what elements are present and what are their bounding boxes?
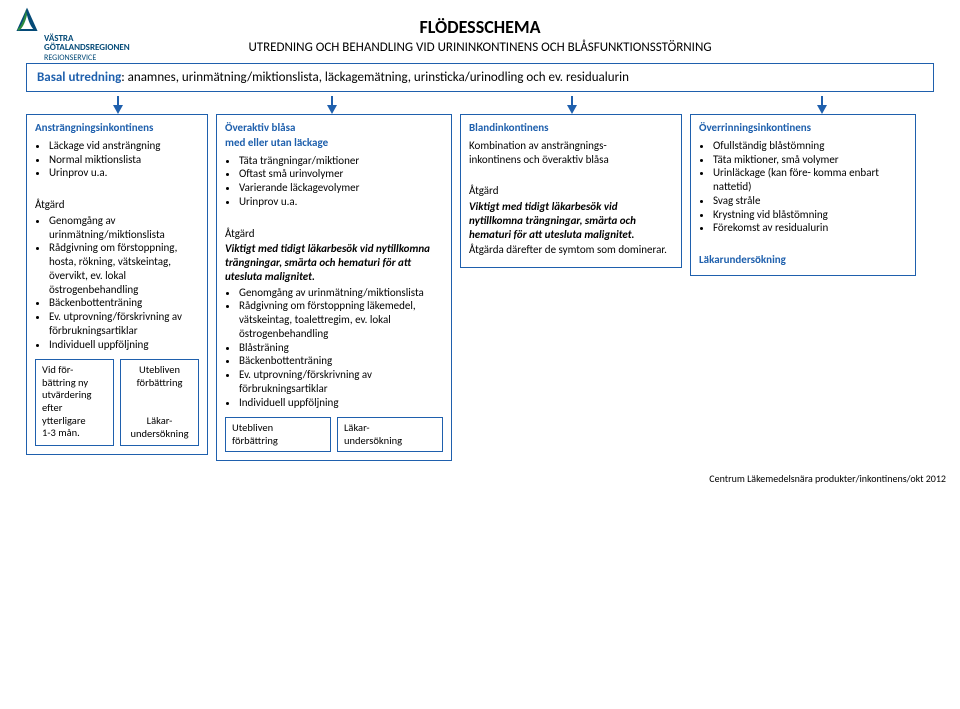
nested-row: Vid för- bättring ny utvärdering efter y… bbox=[35, 359, 199, 445]
list-item: Urinprov u.a. bbox=[239, 195, 443, 209]
list-item: Individuell uppföljning bbox=[49, 338, 199, 352]
column-heading: Överrinningsinkontinens bbox=[699, 121, 907, 135]
list-item: Bäckenbottenträning bbox=[49, 296, 199, 310]
intro-list: Täta trängningar/miktionerOftast små uri… bbox=[225, 154, 443, 209]
list-item: Bäckenbottenträning bbox=[239, 354, 443, 368]
column-2: Blandinkontinens Kombination av ansträngn… bbox=[460, 114, 682, 268]
intro-list: Ofullständig blåstömningTäta miktioner, … bbox=[699, 139, 907, 235]
nested-row: Utebliven förbättringLäkar- undersökning bbox=[225, 417, 443, 452]
flow-arrow-3 bbox=[816, 96, 828, 114]
column-subheading: med eller utan läckage bbox=[225, 136, 443, 150]
nested-box-1: Utebliven förbättring Läkar- undersökning bbox=[120, 359, 199, 445]
logo-line3: REGIONSERVICE bbox=[44, 53, 154, 63]
column-heading: Ansträngningsinkontinens bbox=[35, 121, 199, 135]
list-item: Oftast små urinvolymer bbox=[239, 167, 443, 181]
list-item: Förekomst av residualurin bbox=[713, 221, 907, 235]
basal-text: : anamnes, urinmätning/miktionslista, lä… bbox=[121, 70, 629, 85]
columns-container: Ansträngningsinkontinens Läckage vid anst… bbox=[26, 114, 934, 461]
nested-box-1: Läkar- undersökning bbox=[337, 417, 443, 452]
atgard-list: Genomgång av urinmätning/miktionslistaRå… bbox=[225, 286, 443, 410]
column-heading: Blandinkontinens bbox=[469, 121, 673, 135]
atgard-list: Genomgång av urinmätning/miktionslistaRå… bbox=[35, 214, 199, 352]
flow-arrow-1 bbox=[326, 96, 338, 114]
nested-box-0: Utebliven förbättring bbox=[225, 417, 331, 452]
basal-box: Basal utredning: anamnes, urinmätning/mi… bbox=[26, 63, 934, 92]
org-logo: VÄSTRA GÖTALANDSREGIONEN REGIONSERVICE bbox=[14, 6, 154, 63]
list-item: Urinläckage (kan före- komma enbart natt… bbox=[713, 166, 907, 194]
list-item: Ofullständig blåstömning bbox=[713, 139, 907, 153]
basal-label: Basal utredning bbox=[37, 70, 121, 85]
list-item: Läckage vid ansträngning bbox=[49, 139, 199, 153]
list-item: Ev. utprovning/förskrivning av förbrukni… bbox=[239, 368, 443, 396]
list-item: Blåsträning bbox=[239, 341, 443, 355]
tail-text: Åtgärda därefter de symtom som dominerar… bbox=[469, 243, 673, 257]
flow-arrow-2 bbox=[566, 96, 578, 114]
logo-line2: GÖTALANDSREGIONEN bbox=[44, 42, 130, 53]
atgard-label: Åtgärd bbox=[469, 184, 673, 198]
column-0: Ansträngningsinkontinens Läckage vid anst… bbox=[26, 114, 208, 455]
intro-text: Kombination av ansträngnings- inkontinen… bbox=[469, 139, 673, 167]
list-item: Ev. utprovning/förskrivning av förbrukni… bbox=[49, 310, 199, 338]
list-item: Rådgivning om förstoppning läkemedel, vä… bbox=[239, 299, 443, 340]
list-item: Täta miktioner, små volymer bbox=[713, 153, 907, 167]
list-item: Individuell uppföljning bbox=[239, 396, 443, 410]
list-item: Varierande läckagevolymer bbox=[239, 181, 443, 195]
list-item: Svag stråle bbox=[713, 194, 907, 208]
column-1: Överaktiv blåsamed eller utan läckage Tät… bbox=[216, 114, 452, 461]
atgard-emphasis: Viktigt med tidigt läkarbesök vid nytill… bbox=[225, 242, 443, 283]
list-item: Rådgivning om förstoppning, hosta, rökni… bbox=[49, 241, 199, 296]
list-item: Urinprov u.a. bbox=[49, 166, 199, 180]
intro-list: Läckage vid ansträngningNormal miktionsl… bbox=[35, 139, 199, 180]
nested-text-top: Utebliven förbättring bbox=[127, 364, 192, 389]
atgard-label: Åtgärd bbox=[35, 198, 199, 212]
list-item: Genomgång av urinmätning/miktionslista bbox=[49, 214, 199, 242]
atgard-emphasis: Viktigt med tidigt läkarbesök vid nytill… bbox=[469, 200, 673, 241]
column-3: Överrinningsinkontinens Ofullständig blås… bbox=[690, 114, 916, 276]
nested-text-bottom: Läkar- undersökning bbox=[127, 415, 192, 440]
arrows-row bbox=[26, 96, 934, 114]
doctor-link: Läkarundersökning bbox=[699, 253, 907, 267]
list-item: Krystning vid blåstömning bbox=[713, 208, 907, 222]
flow-arrow-0 bbox=[112, 96, 124, 114]
column-heading: Överaktiv blåsa bbox=[225, 121, 443, 135]
list-item: Täta trängningar/miktioner bbox=[239, 154, 443, 168]
list-item: Genomgång av urinmätning/miktionslista bbox=[239, 286, 443, 300]
list-item: Normal miktionslista bbox=[49, 153, 199, 167]
nested-box-0: Vid för- bättring ny utvärdering efter y… bbox=[35, 359, 114, 445]
footer-note: Centrum Läkemedelsnära produkter/inkonti… bbox=[709, 472, 946, 485]
atgard-label: Åtgärd bbox=[225, 227, 443, 241]
